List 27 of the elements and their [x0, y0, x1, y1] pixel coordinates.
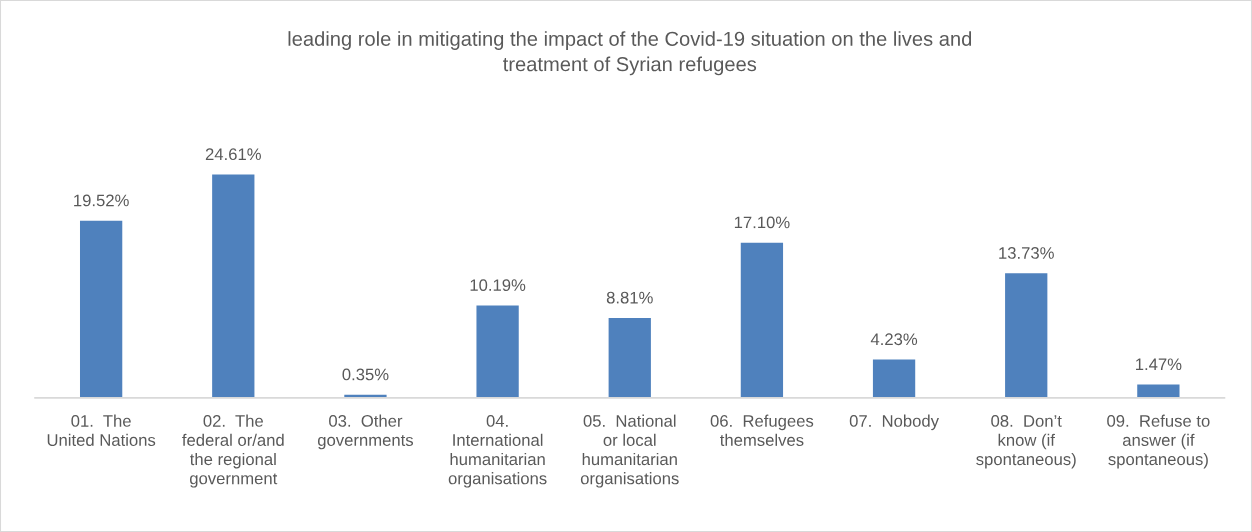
- x-tick-label: 08. Don’t know (if spontaneous): [976, 415, 1076, 469]
- bar: [212, 174, 255, 398]
- data-label: 13.73%: [999, 247, 1054, 259]
- bar: [476, 305, 519, 398]
- bar: [608, 317, 651, 398]
- data-label: 0.35%: [342, 368, 389, 381]
- data-label: 24.61%: [205, 148, 261, 161]
- data-label: 19.52%: [74, 194, 129, 207]
- bar: [1005, 273, 1048, 398]
- x-tick-label: 05. National or local humanitarian organisations: [580, 414, 679, 488]
- x-tick-label: 06. Refugees themselves: [710, 414, 814, 446]
- x-tick-label: 04. International humanitarian organisations: [448, 415, 547, 488]
- x-tick-label: 09. Refuse to answer (if spontaneous): [1107, 414, 1210, 469]
- x-tick-label: 07. Nobody: [849, 414, 939, 431]
- bar: [79, 220, 123, 398]
- x-tick-label: 01. The United Nations: [47, 414, 156, 446]
- data-label: 17.10%: [734, 216, 790, 229]
- x-tick-label: 03. Other governments: [317, 414, 414, 450]
- chart-title: leading role in mitigating the impact of the Covid-19 situation on the lives and treatment of Syrian refugees: [288, 31, 972, 76]
- x-tick-label: 02. The federal or/and the regional government: [182, 414, 284, 488]
- data-label: 4.23%: [870, 333, 918, 346]
- data-label: 10.19%: [470, 279, 526, 292]
- bar: [1137, 384, 1180, 398]
- bar: [740, 242, 784, 398]
- data-label: 8.81%: [606, 291, 653, 304]
- bar: [872, 359, 916, 398]
- data-label: 1.47%: [1136, 358, 1182, 371]
